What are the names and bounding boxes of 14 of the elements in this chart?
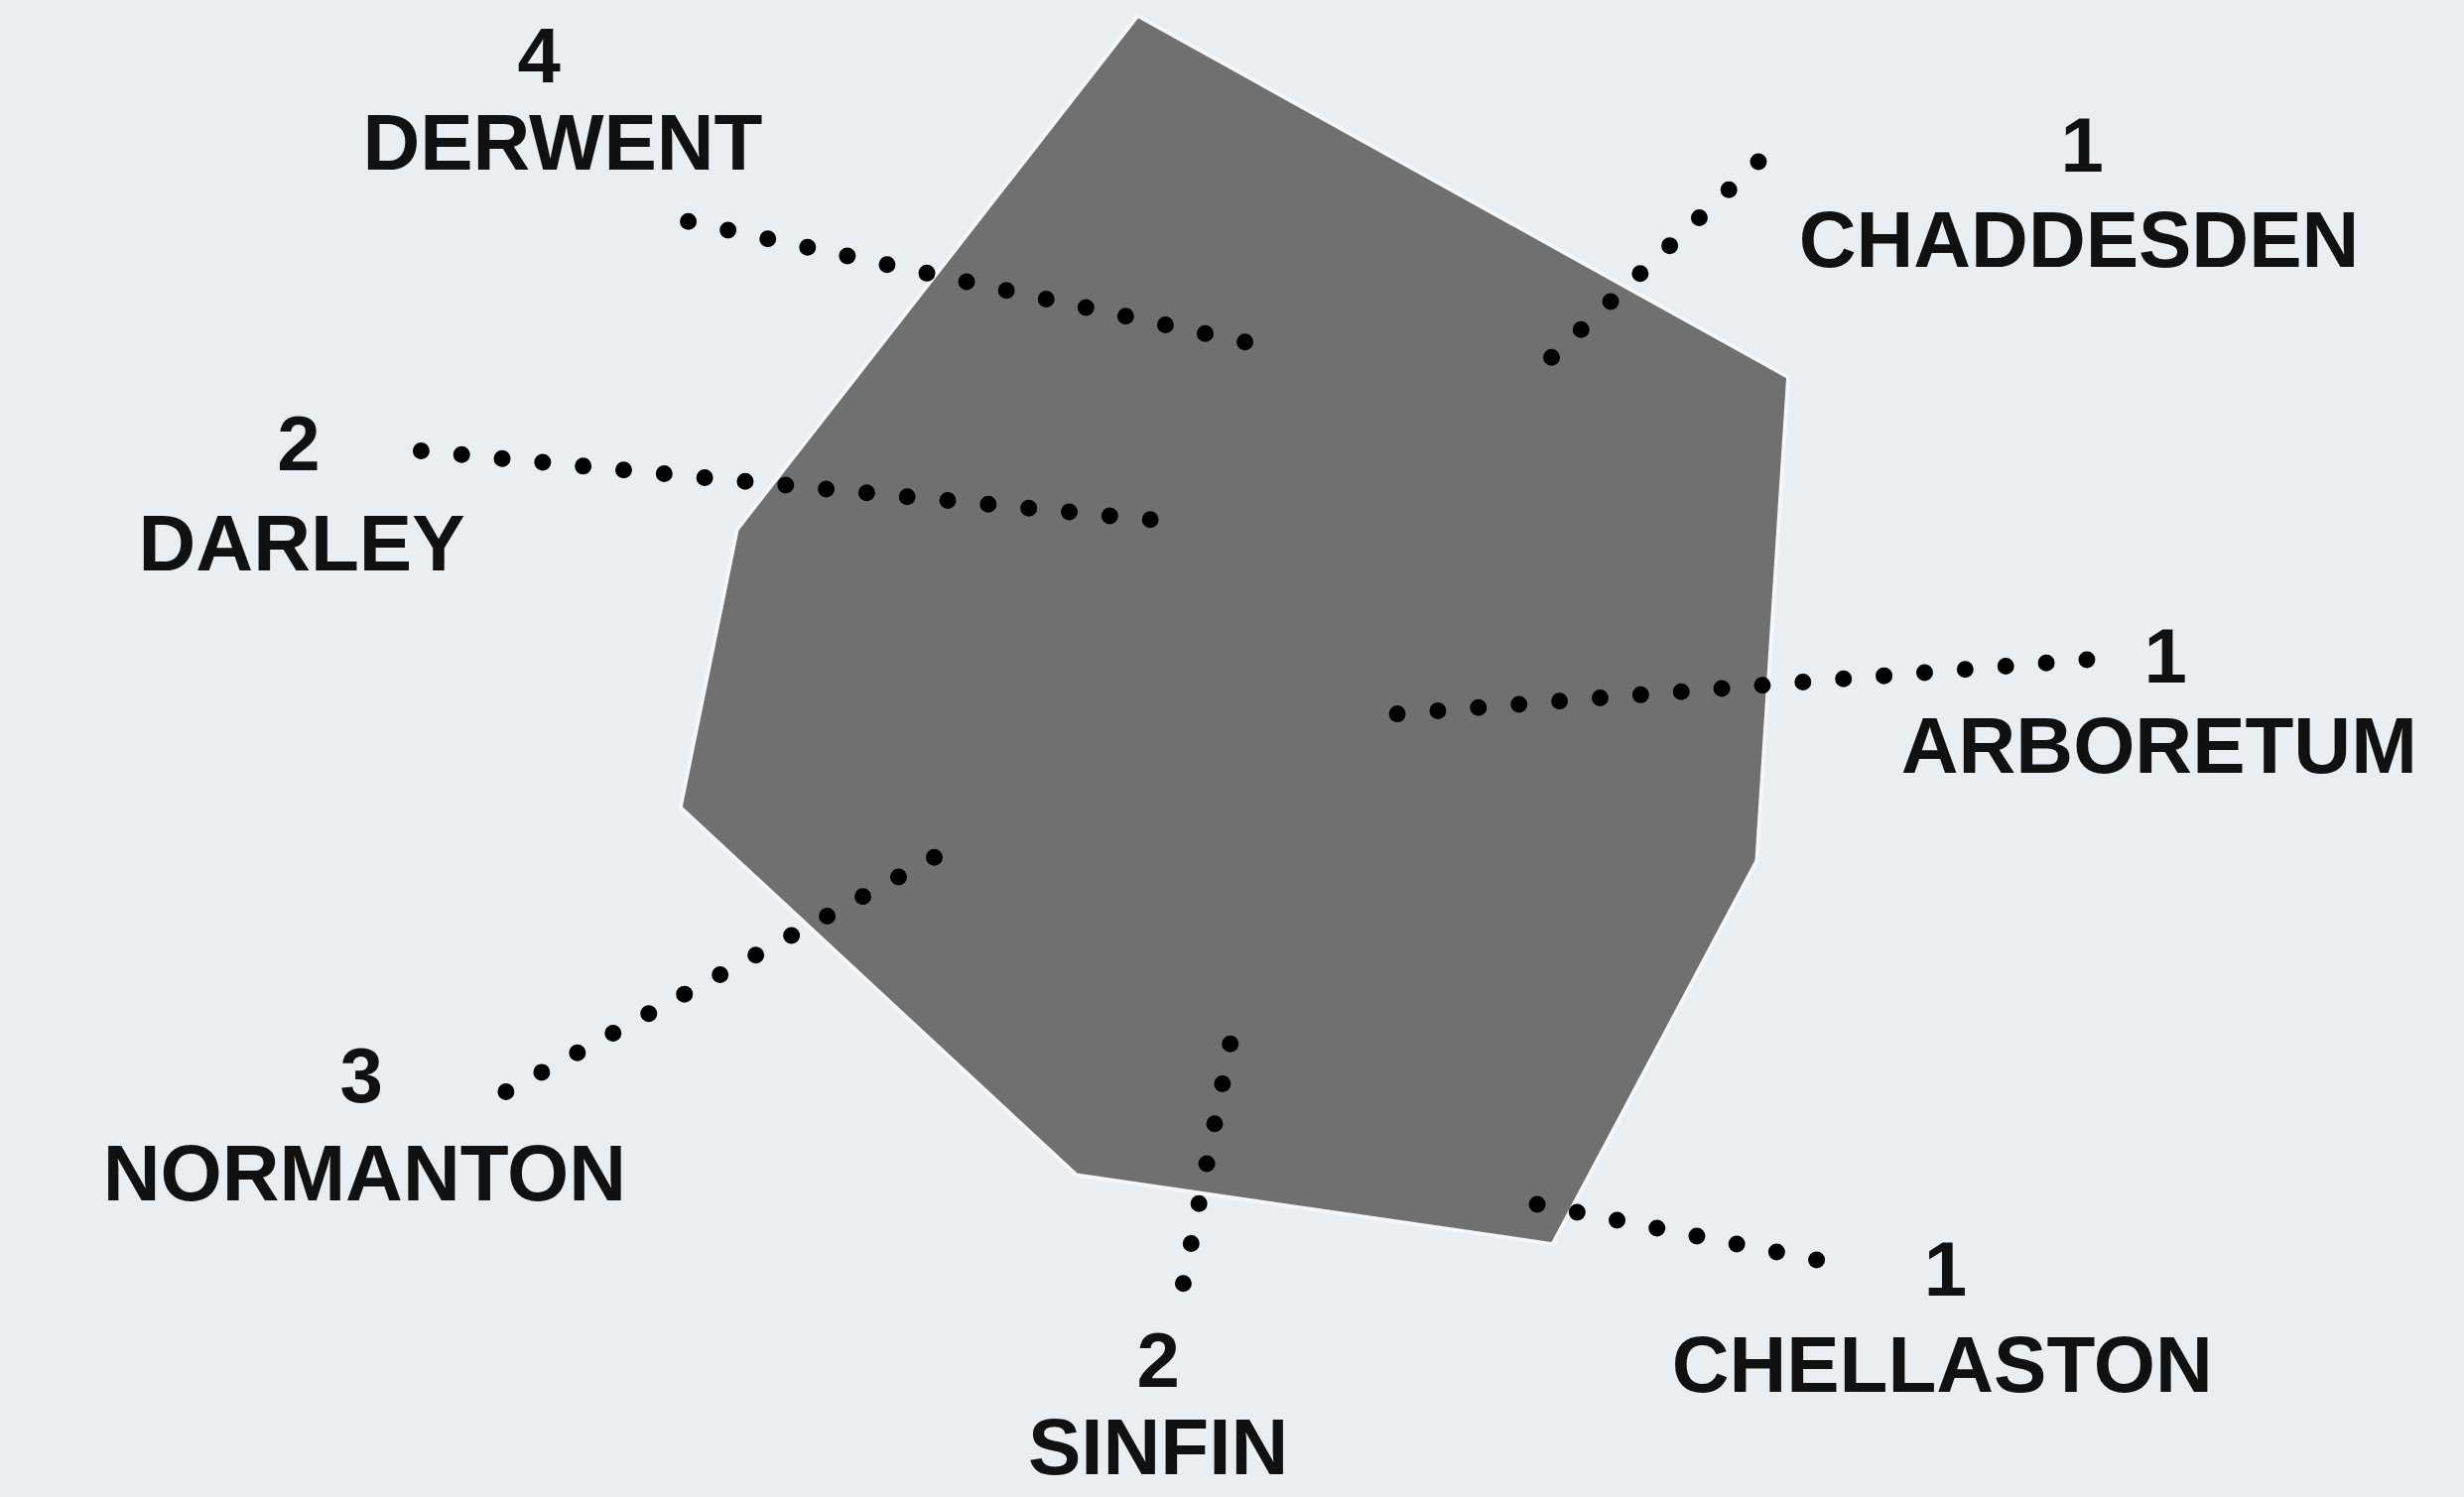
category-label: SINFIN: [1027, 1402, 1289, 1491]
data-label: 1: [2060, 101, 2104, 189]
data-label: 1: [1923, 1224, 1968, 1312]
category-label: NORMANTON: [102, 1129, 627, 1218]
data-label: 2: [1136, 1315, 1180, 1404]
category-label: DERWENT: [362, 98, 763, 187]
data-label: 4: [517, 12, 561, 100]
data-label: 1: [2143, 612, 2187, 700]
data-label: 3: [339, 1031, 383, 1119]
category-label: CHELLASTON: [1671, 1320, 2213, 1410]
category-label: CHADDESDEN: [1798, 195, 2360, 285]
data-label: 2: [277, 400, 321, 488]
category-label: ARBORETUM: [1900, 701, 2417, 791]
category-label: DARLEY: [138, 499, 465, 588]
